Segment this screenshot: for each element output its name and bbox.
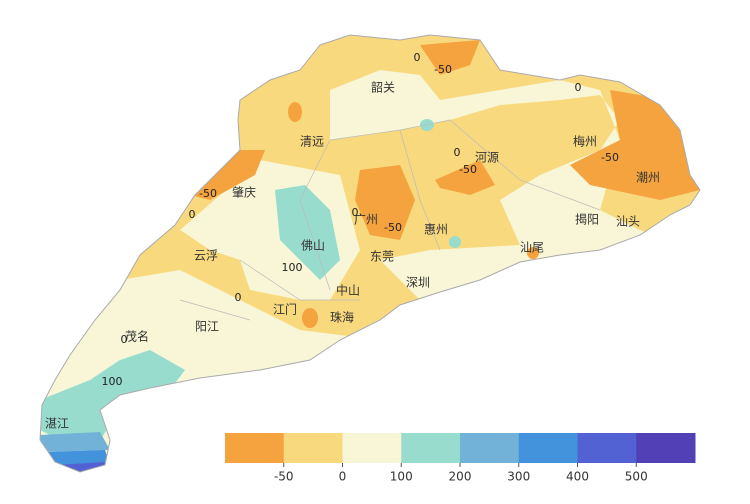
tick-label: 300 [507,470,530,484]
legend-swatch [518,433,578,463]
legend-swatch [460,433,520,463]
tick-label: 400 [566,470,589,484]
city-label: 珠海 [330,310,354,325]
contour-label: -50 [384,221,402,234]
contour-label: 0 [121,333,128,346]
legend-swatch [401,433,461,463]
city-label: 惠州 [424,223,448,237]
city-label: 潮州 [636,170,660,185]
legend-swatch [283,433,343,463]
contour-label: -50 [199,187,217,200]
city-label: 肇庆 [232,185,256,200]
colorbar: -50 0 100 200 300 400 500 [225,433,696,484]
contour-label: 100 [102,375,123,388]
city-borders [179,119,601,321]
city-label: 广州 [354,213,378,227]
tick-label: -50 [274,470,294,484]
contour-label: -50 [601,151,619,164]
province-border [39,34,701,473]
city-label: 佛山 [301,239,325,253]
city-label: 江门 [273,302,297,317]
contour-label: 0 [414,51,421,64]
contour-label: 100 [282,261,303,274]
legend-swatch [225,433,285,463]
tick-label: 200 [449,470,472,484]
contour-label: 0 [454,146,461,159]
legend-swatch [577,433,637,463]
city-label: 深圳 [406,276,430,290]
city-label: 阳江 [195,320,219,334]
contour-label: 0 [189,208,196,221]
city-label: 汕头 [616,215,640,229]
contour-label: -50 [459,163,477,176]
city-label: 茂名 [125,329,149,344]
tick-label: 0 [339,470,347,484]
city-label: 韶关 [371,80,395,95]
city-label: 揭阳 [575,212,599,227]
tick-label: 100 [390,470,413,484]
city-label: 河源 [475,151,499,165]
city-label: 云浮 [194,249,218,263]
city-label: 中山 [336,283,360,298]
city-label: 汕尾 [520,241,544,255]
legend-swatch [636,433,696,463]
contour-label: 0 [575,81,582,94]
city-label: 梅州 [573,134,597,149]
contour-label: -50 [434,63,452,76]
city-label: 东莞 [370,250,394,264]
contour-label: 0 [352,206,359,219]
legend-swatch [342,433,402,463]
tick-label: 500 [625,470,648,484]
contour-label: 0 [235,291,242,304]
city-label: 湛江 [45,417,69,431]
city-label: 清远 [300,135,324,149]
